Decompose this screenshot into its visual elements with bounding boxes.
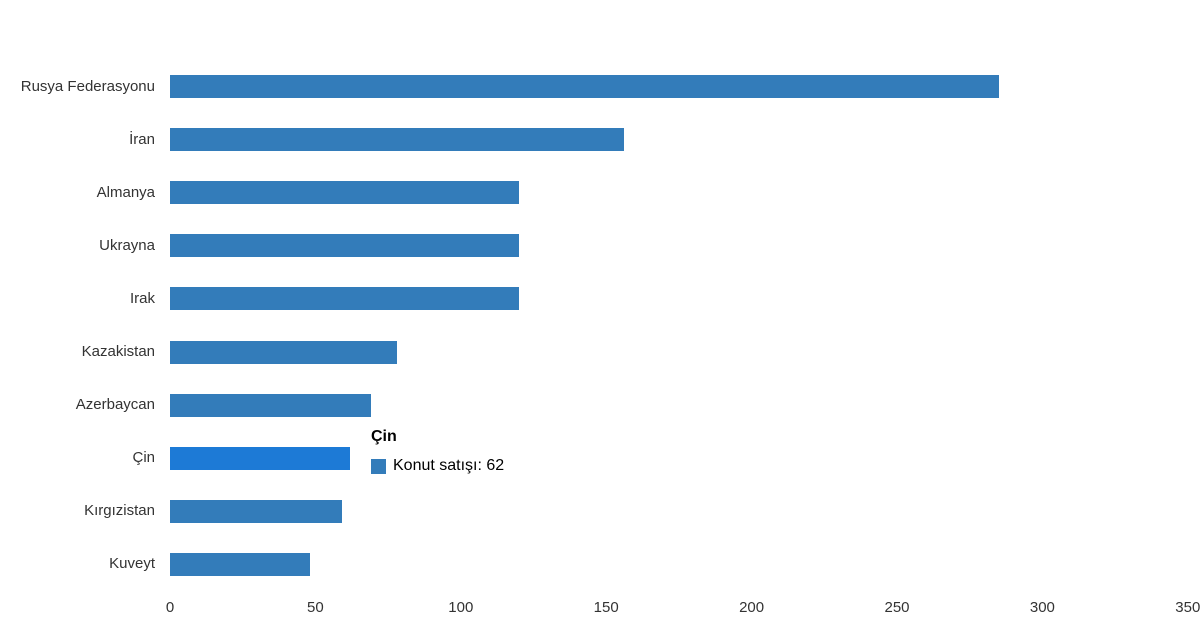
category-label: Kazakistan (81, 343, 155, 360)
x-axis-tick-label: 0 (165, 599, 175, 616)
tooltip: Çin Konut satışı: 62 (371, 426, 504, 476)
bar-İran[interactable] (170, 128, 624, 152)
category-label: Rusya Federasyonu (20, 77, 155, 95)
x-axis-tick-label: 50 (307, 599, 324, 616)
category-label: Irak (129, 289, 155, 307)
category-label: İran (129, 130, 155, 148)
tooltip-series-value: Konut satışı: 62 (393, 457, 505, 474)
category-label: Kırgızistan (84, 502, 155, 520)
x-axis-tick-label: 350 (1175, 599, 1200, 616)
bar-Almanya[interactable] (170, 181, 519, 205)
x-axis-tick-label: 200 (739, 599, 765, 616)
category-label: Kuveyt (109, 555, 155, 573)
tooltip-series-swatch-icon (371, 458, 386, 474)
bar-Çin[interactable] (170, 446, 350, 470)
x-axis-tick-label: 100 (448, 599, 474, 616)
category-label: Azerbaycan (75, 396, 155, 414)
bar-Kuveyt[interactable] (170, 552, 310, 576)
bar-Kırgızistan[interactable] (170, 499, 342, 523)
bar-Irak[interactable] (170, 287, 519, 311)
x-axis-tick-label: 150 (593, 599, 619, 616)
x-axis-tick-label: 300 (1029, 599, 1055, 616)
category-label: Almanya (96, 183, 155, 201)
category-label: Çin (132, 449, 155, 467)
bar-Azerbaycan[interactable] (170, 393, 371, 417)
category-label: Ukrayna (99, 236, 155, 254)
bar-Ukrayna[interactable] (170, 234, 519, 258)
x-axis-tick-label: 250 (884, 599, 910, 616)
tooltip-series-row: Konut satışı: 62 (371, 456, 504, 476)
bar-Kazakistan[interactable] (170, 340, 397, 364)
bar-Rusya Federasyonu[interactable] (170, 75, 999, 98)
tooltip-title: Çin (371, 428, 397, 445)
